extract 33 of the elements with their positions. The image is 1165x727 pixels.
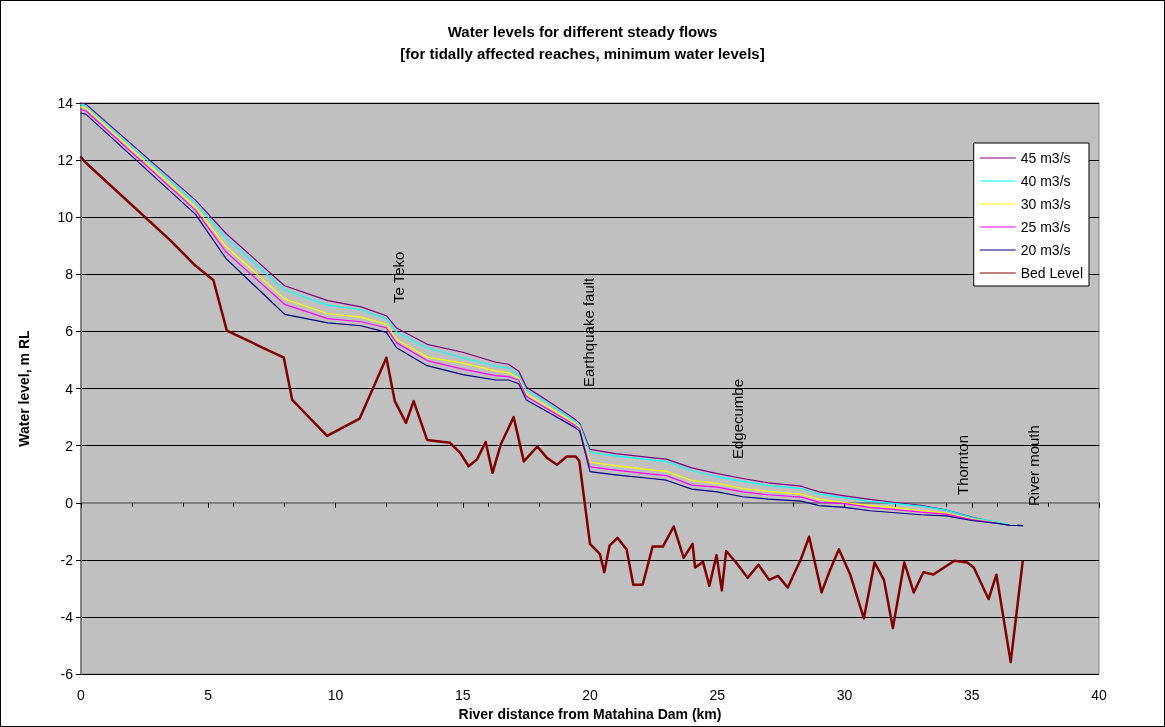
legend-label: 40 m3/s	[1020, 173, 1071, 189]
x-axis-title: River distance from Matahina Dam (km)	[458, 706, 722, 722]
annotation: River mouth	[1024, 425, 1042, 506]
annotation: Edgecumbe	[728, 378, 746, 459]
legend-label: 30 m3/s	[1020, 196, 1071, 212]
y-axis-title: Water level, m RL	[16, 330, 32, 447]
annotation: Earthquake fault	[579, 276, 597, 387]
y-tick-label: -2	[60, 551, 74, 568]
y-tick-label: -6	[60, 666, 74, 683]
y-tick-label: 4	[65, 380, 74, 397]
chart-title: Water levels for different steady flows [for tidally affected reaches, minimum water levels]	[400, 22, 765, 62]
y-tick-label: 12	[57, 152, 74, 169]
x-tick-label: 20	[582, 687, 598, 704]
y-tick-label: 8	[65, 266, 74, 283]
y-tick-label: 0	[65, 494, 74, 511]
y-tick-label: 6	[65, 323, 74, 340]
x-tick-label: 15	[454, 687, 471, 704]
x-tick-label: 35	[963, 687, 980, 704]
x-tick-label: 10	[327, 687, 344, 704]
y-tick-label: 10	[57, 209, 74, 226]
legend-label: 45 m3/s	[1020, 150, 1071, 166]
x-tick-label: 25	[709, 687, 726, 704]
legend-label: Bed Level	[1020, 265, 1084, 281]
x-tick-label: 30	[836, 687, 853, 704]
y-tick-label: 14	[57, 95, 74, 111]
x-tick-label: 0	[77, 687, 86, 704]
y-tick-label: -4	[60, 608, 74, 625]
legend-label: 25 m3/s	[1020, 219, 1071, 235]
x-tick-label: 5	[204, 687, 213, 704]
y-tick-label: 2	[65, 437, 74, 454]
annotation: Thornton	[953, 434, 971, 495]
x-tick-label: 40	[1091, 687, 1107, 704]
legend-label: 20 m3/s	[1020, 242, 1071, 258]
